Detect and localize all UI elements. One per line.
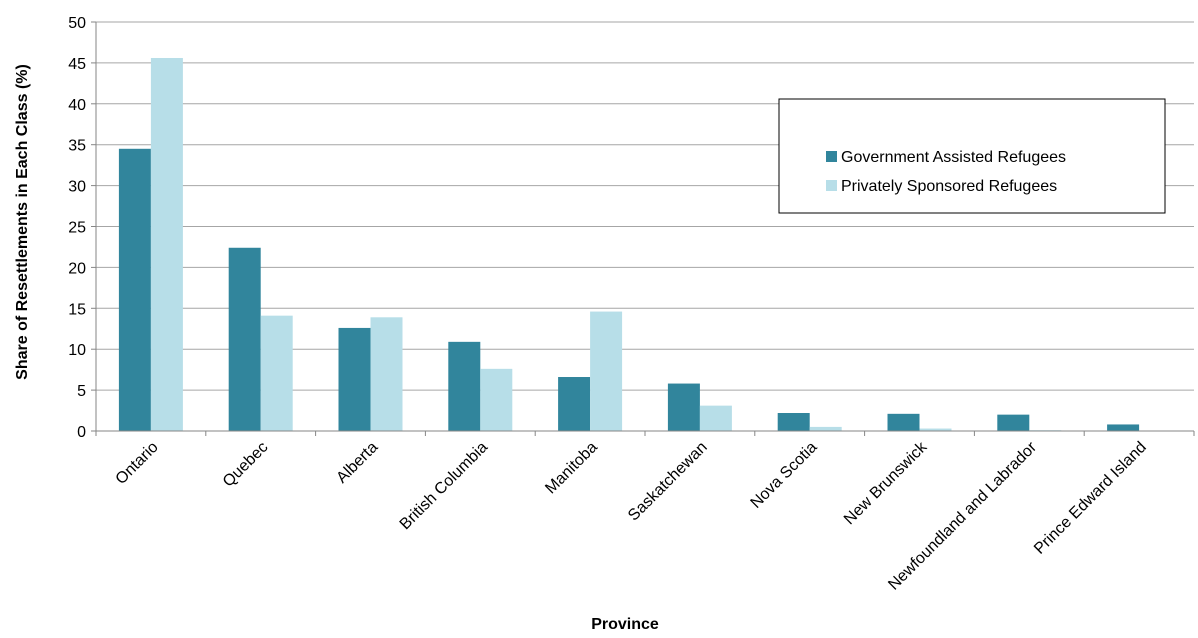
y-tick-label: 40 xyxy=(68,97,86,114)
legend-frame xyxy=(778,98,1166,214)
legend-label-government-assisted: Government Assisted Refugees xyxy=(841,149,1066,166)
y-tick-label: 25 xyxy=(68,220,86,237)
bar-government-assisted xyxy=(338,327,371,431)
bar-privately-sponsored xyxy=(809,426,842,431)
legend-swatch-government-assisted xyxy=(826,151,837,162)
bar-government-assisted xyxy=(448,341,481,431)
y-tick-label: 20 xyxy=(68,260,86,277)
y-tick-label: 50 xyxy=(68,15,86,32)
bar-government-assisted xyxy=(118,148,151,432)
bar-privately-sponsored xyxy=(590,311,623,431)
y-tick-labels: 0 5 10 15 20 25 30 35 40 45 50 xyxy=(68,15,86,441)
x-axis-title: Province xyxy=(591,616,659,633)
x-category-label: Prince Edward Island xyxy=(1031,439,1150,558)
x-category-label: Saskatchewan xyxy=(625,439,711,525)
bar-government-assisted xyxy=(1107,424,1140,431)
bar-government-assisted xyxy=(228,247,261,431)
bar-privately-sponsored xyxy=(260,315,293,431)
y-tick-label: 5 xyxy=(77,383,86,400)
x-category-label: Manitoba xyxy=(542,439,601,498)
x-category-label: Nova Scotia xyxy=(748,439,821,512)
y-tick-label: 30 xyxy=(68,179,86,196)
y-tick-label: 35 xyxy=(68,138,86,155)
bar-government-assisted xyxy=(667,383,700,431)
y-axis-title: Share of Resettlements in Each Class (%) xyxy=(14,64,31,380)
y-tick-label: 45 xyxy=(68,56,86,73)
bar-government-assisted xyxy=(887,413,920,431)
x-category-label: Quebec xyxy=(220,439,272,491)
x-category-label: Alberta xyxy=(333,439,381,487)
bar-privately-sponsored xyxy=(919,428,952,431)
x-category-label: New Brunswick xyxy=(841,438,931,528)
legend: Government Assisted Refugees Privately S… xyxy=(778,98,1166,214)
bar-privately-sponsored xyxy=(480,368,513,431)
x-category-label: British Columbia xyxy=(397,439,491,533)
bar-government-assisted xyxy=(777,413,810,431)
bar-privately-sponsored xyxy=(150,57,183,431)
y-tick-label: 10 xyxy=(68,342,86,359)
bar-government-assisted xyxy=(997,414,1030,431)
y-tick-label: 0 xyxy=(77,424,86,441)
bar-privately-sponsored xyxy=(370,317,403,431)
bars xyxy=(118,57,1140,432)
x-category-label: Ontario xyxy=(113,439,162,488)
legend-swatch-privately-sponsored xyxy=(826,180,837,191)
legend-label-privately-sponsored: Privately Sponsored Refugees xyxy=(841,178,1057,195)
y-tick-label: 15 xyxy=(68,301,86,318)
bar-government-assisted xyxy=(558,377,591,431)
bar-privately-sponsored xyxy=(699,405,732,431)
x-category-labels: Ontario Quebec Alberta British Columbia Mani… xyxy=(113,438,1150,594)
axes xyxy=(95,22,1195,436)
